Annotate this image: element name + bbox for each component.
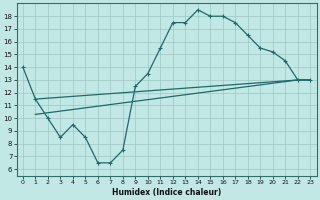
X-axis label: Humidex (Indice chaleur): Humidex (Indice chaleur) xyxy=(112,188,221,197)
